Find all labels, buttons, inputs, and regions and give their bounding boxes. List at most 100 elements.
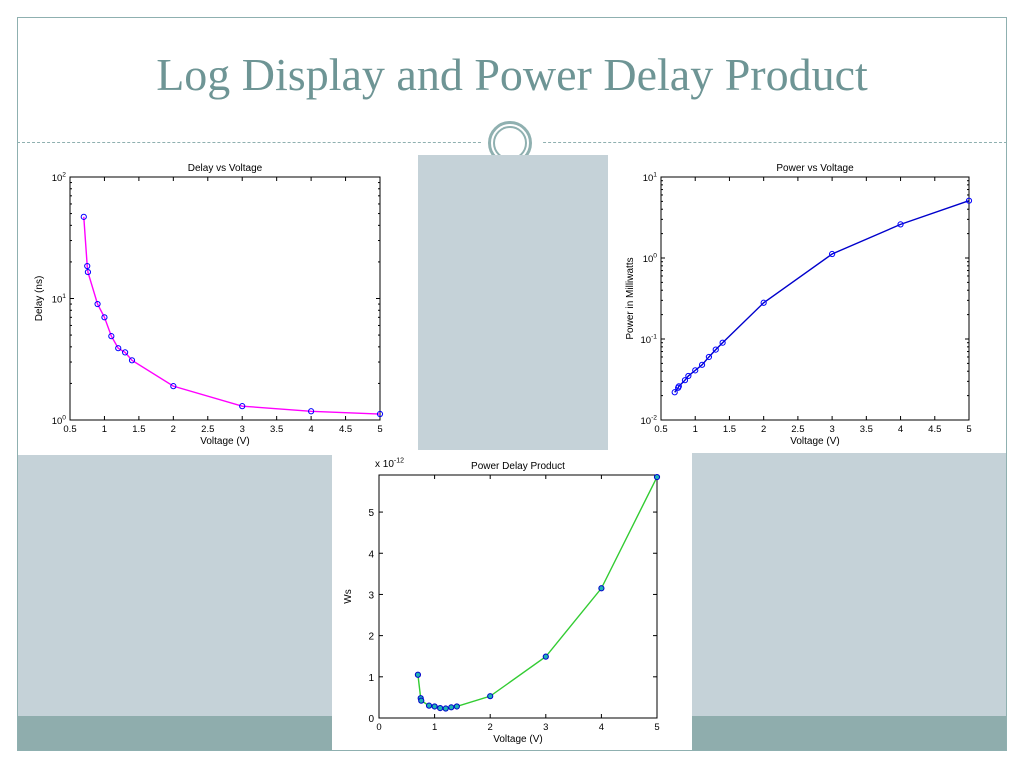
delay-xtick-label: 2 <box>171 424 176 435</box>
pdp-xtick-label: 3 <box>543 722 548 733</box>
pdp-data-point <box>453 703 460 710</box>
delay-data-point <box>94 300 101 308</box>
band-bottom-left <box>18 716 332 750</box>
power-data-point <box>760 299 767 306</box>
pdp-data-point <box>418 697 425 704</box>
power-plot-box <box>660 176 970 421</box>
power-xtick-label: 1 <box>693 424 698 435</box>
panel-bottom-right <box>692 453 1006 717</box>
power-xtick-label: 2 <box>761 424 766 435</box>
pdp-xlabel: Voltage (V) <box>493 734 542 745</box>
power-data-point <box>897 221 904 228</box>
delay-data-point <box>128 357 136 364</box>
power-ylabel: Power in Milliwatts <box>625 257 636 339</box>
pdp-data-point <box>425 702 433 709</box>
delay-ytick-label: 100 <box>52 415 67 427</box>
delay-xtick-label: 3.5 <box>270 424 283 435</box>
delay-chart: 0.5 1 1.5 2 2.5 3 3.5 4 4.5 5 100 101 102 Delay vs Vo… <box>34 163 384 447</box>
pdp-ytick-label: 1 <box>368 673 374 684</box>
power-ytick-label: 10-1 <box>641 334 658 346</box>
pdp-ylabel: Ws <box>343 589 354 603</box>
delay-data-point <box>108 333 115 340</box>
delay-data-point <box>122 349 129 356</box>
delay-xtick-label: 2.5 <box>201 424 214 435</box>
delay-data-point <box>308 408 315 415</box>
pdp-plot-box <box>378 474 658 719</box>
power-data-point <box>719 339 726 346</box>
delay-ytick-label: 102 <box>52 172 67 184</box>
pdp-xtick-label: 1 <box>432 722 437 733</box>
delay-title: Delay vs Voltage <box>188 163 263 174</box>
pdp-data-point <box>448 704 455 711</box>
delay-xtick-label: 3 <box>240 424 245 435</box>
delay-xtick-label: 4.5 <box>339 424 352 435</box>
pdp-data-point <box>542 653 549 660</box>
delay-data-point <box>80 213 87 220</box>
power-data-point <box>698 361 706 368</box>
power-data-point <box>675 383 682 390</box>
band-bottom-right <box>692 716 1006 750</box>
power-chart: 0.5 1 1.5 2 2.5 3 3.5 4 4.5 5 10-2 10-1 100 101 Power … <box>625 163 973 447</box>
pdp-xtick-label: 4 <box>599 722 604 733</box>
power-xtick-label: 4.5 <box>928 424 941 435</box>
power-data-point <box>671 389 678 396</box>
delay-data-point <box>239 403 246 410</box>
power-xtick-label: 5 <box>966 424 971 435</box>
delay-xtick-label: 0.5 <box>63 424 76 435</box>
delay-xtick-label: 1.5 <box>132 424 145 435</box>
pdp-ytick-label: 3 <box>368 590 374 601</box>
delay-xtick-label: 1 <box>102 424 107 435</box>
pdp-ytick-label: 0 <box>368 714 374 725</box>
delay-plot-box <box>69 176 381 421</box>
panel-top-center <box>418 155 608 451</box>
pdp-data-point <box>487 693 494 700</box>
power-data-point <box>705 353 713 361</box>
delay-data-point <box>170 383 177 390</box>
pdp-data-point <box>431 703 438 710</box>
delay-data-point <box>101 314 108 321</box>
pdp-title: Power Delay Product <box>471 461 565 472</box>
power-data-point <box>965 197 973 204</box>
slide-frame <box>17 17 1007 751</box>
pdp-ytick-label: 5 <box>368 508 374 519</box>
pdp-data-point <box>414 671 422 678</box>
power-data-point <box>685 372 692 380</box>
power-xtick-label: 3.5 <box>860 424 873 435</box>
power-data-point <box>712 346 719 353</box>
pdp-chart-figure: 0 1 2 3 4 5 0 1 2 3 4 5 Power Delay Product Voltage (… <box>332 450 692 750</box>
pdp-data-point <box>653 473 661 481</box>
panel-bottom-left <box>18 455 332 717</box>
power-ytick-label: 100 <box>643 253 658 265</box>
pdp-ytick-label: 4 <box>368 549 374 560</box>
delay-data-point <box>84 262 91 270</box>
power-xtick-label: 2.5 <box>791 424 804 435</box>
delay-ylabel: Delay (ns) <box>34 276 45 322</box>
power-data-point <box>692 367 699 374</box>
slide-title: Log Display and Power Delay Product <box>156 49 868 100</box>
power-xtick-label: 1.5 <box>723 424 736 435</box>
delay-data-point <box>84 268 92 276</box>
delay-xlabel: Voltage (V) <box>200 436 249 447</box>
pdp-data-point <box>442 705 449 712</box>
power-ytick-label: 101 <box>643 172 658 184</box>
power-ytick-label: 10-2 <box>641 415 658 427</box>
power-data-point <box>829 250 836 258</box>
delay-series-line <box>83 216 381 415</box>
power-title: Power vs Voltage <box>776 163 854 174</box>
delay-chart-figure: 0.5 1 1.5 2 2.5 3 3.5 4 4.5 5 100 101 102 Delay vs Vo… <box>18 155 390 455</box>
power-xtick-label: 0.5 <box>654 424 667 435</box>
power-xlabel: Voltage (V) <box>790 436 839 447</box>
delay-xtick-label: 4 <box>308 424 313 435</box>
delay-data-point <box>376 410 384 418</box>
power-data-point <box>681 377 689 384</box>
pdp-data-point <box>598 585 605 592</box>
power-chart-figure: 0.5 1 1.5 2 2.5 3 3.5 4 4.5 5 10-2 10-1 100 101 Power … <box>608 155 1006 453</box>
delay-data-point <box>115 345 122 352</box>
pdp-multiplier: x 10-12 <box>375 458 404 471</box>
pdp-data-point <box>437 705 444 712</box>
pdp-xtick-label: 5 <box>654 722 659 733</box>
delay-ytick-label: 101 <box>52 293 67 305</box>
power-xtick-label: 4 <box>898 424 903 435</box>
power-xtick-label: 3 <box>829 424 834 435</box>
pdp-xtick-label: 0 <box>376 722 381 733</box>
